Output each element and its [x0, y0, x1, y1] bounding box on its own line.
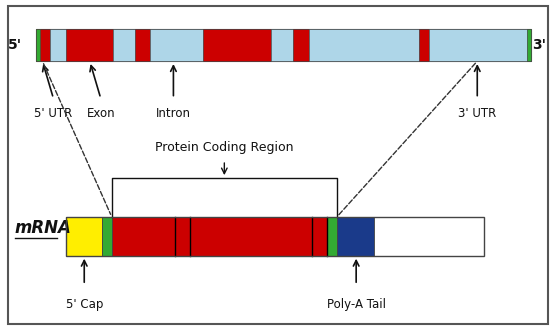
Bar: [294, 29, 309, 61]
Text: 5': 5': [8, 38, 22, 52]
Text: 3' UTR: 3' UTR: [458, 107, 497, 119]
Bar: [175, 217, 191, 256]
Bar: [202, 29, 271, 61]
Bar: [337, 217, 374, 256]
Bar: [150, 29, 202, 61]
Text: Poly-A Tail: Poly-A Tail: [327, 298, 386, 311]
Bar: [311, 217, 327, 256]
Bar: [102, 217, 112, 256]
Bar: [36, 29, 40, 61]
Bar: [36, 29, 49, 61]
Bar: [66, 217, 484, 256]
Text: Protein Coding Region: Protein Coding Region: [155, 141, 294, 154]
Text: mRNA: mRNA: [15, 219, 72, 237]
Bar: [113, 29, 135, 61]
Bar: [49, 29, 66, 61]
Bar: [36, 29, 531, 61]
Bar: [327, 217, 337, 256]
Text: 3': 3': [533, 38, 547, 52]
Text: 5' UTR: 5' UTR: [34, 107, 72, 119]
Bar: [271, 29, 294, 61]
Bar: [429, 29, 527, 61]
Bar: [309, 29, 419, 61]
Bar: [66, 217, 102, 256]
Text: Exon: Exon: [86, 107, 115, 119]
Bar: [135, 29, 150, 61]
Bar: [112, 217, 175, 256]
Bar: [191, 217, 311, 256]
Bar: [66, 29, 113, 61]
Text: 5' Cap: 5' Cap: [66, 298, 103, 311]
Bar: [419, 29, 429, 61]
Bar: [527, 29, 531, 61]
Text: Intron: Intron: [156, 107, 191, 119]
